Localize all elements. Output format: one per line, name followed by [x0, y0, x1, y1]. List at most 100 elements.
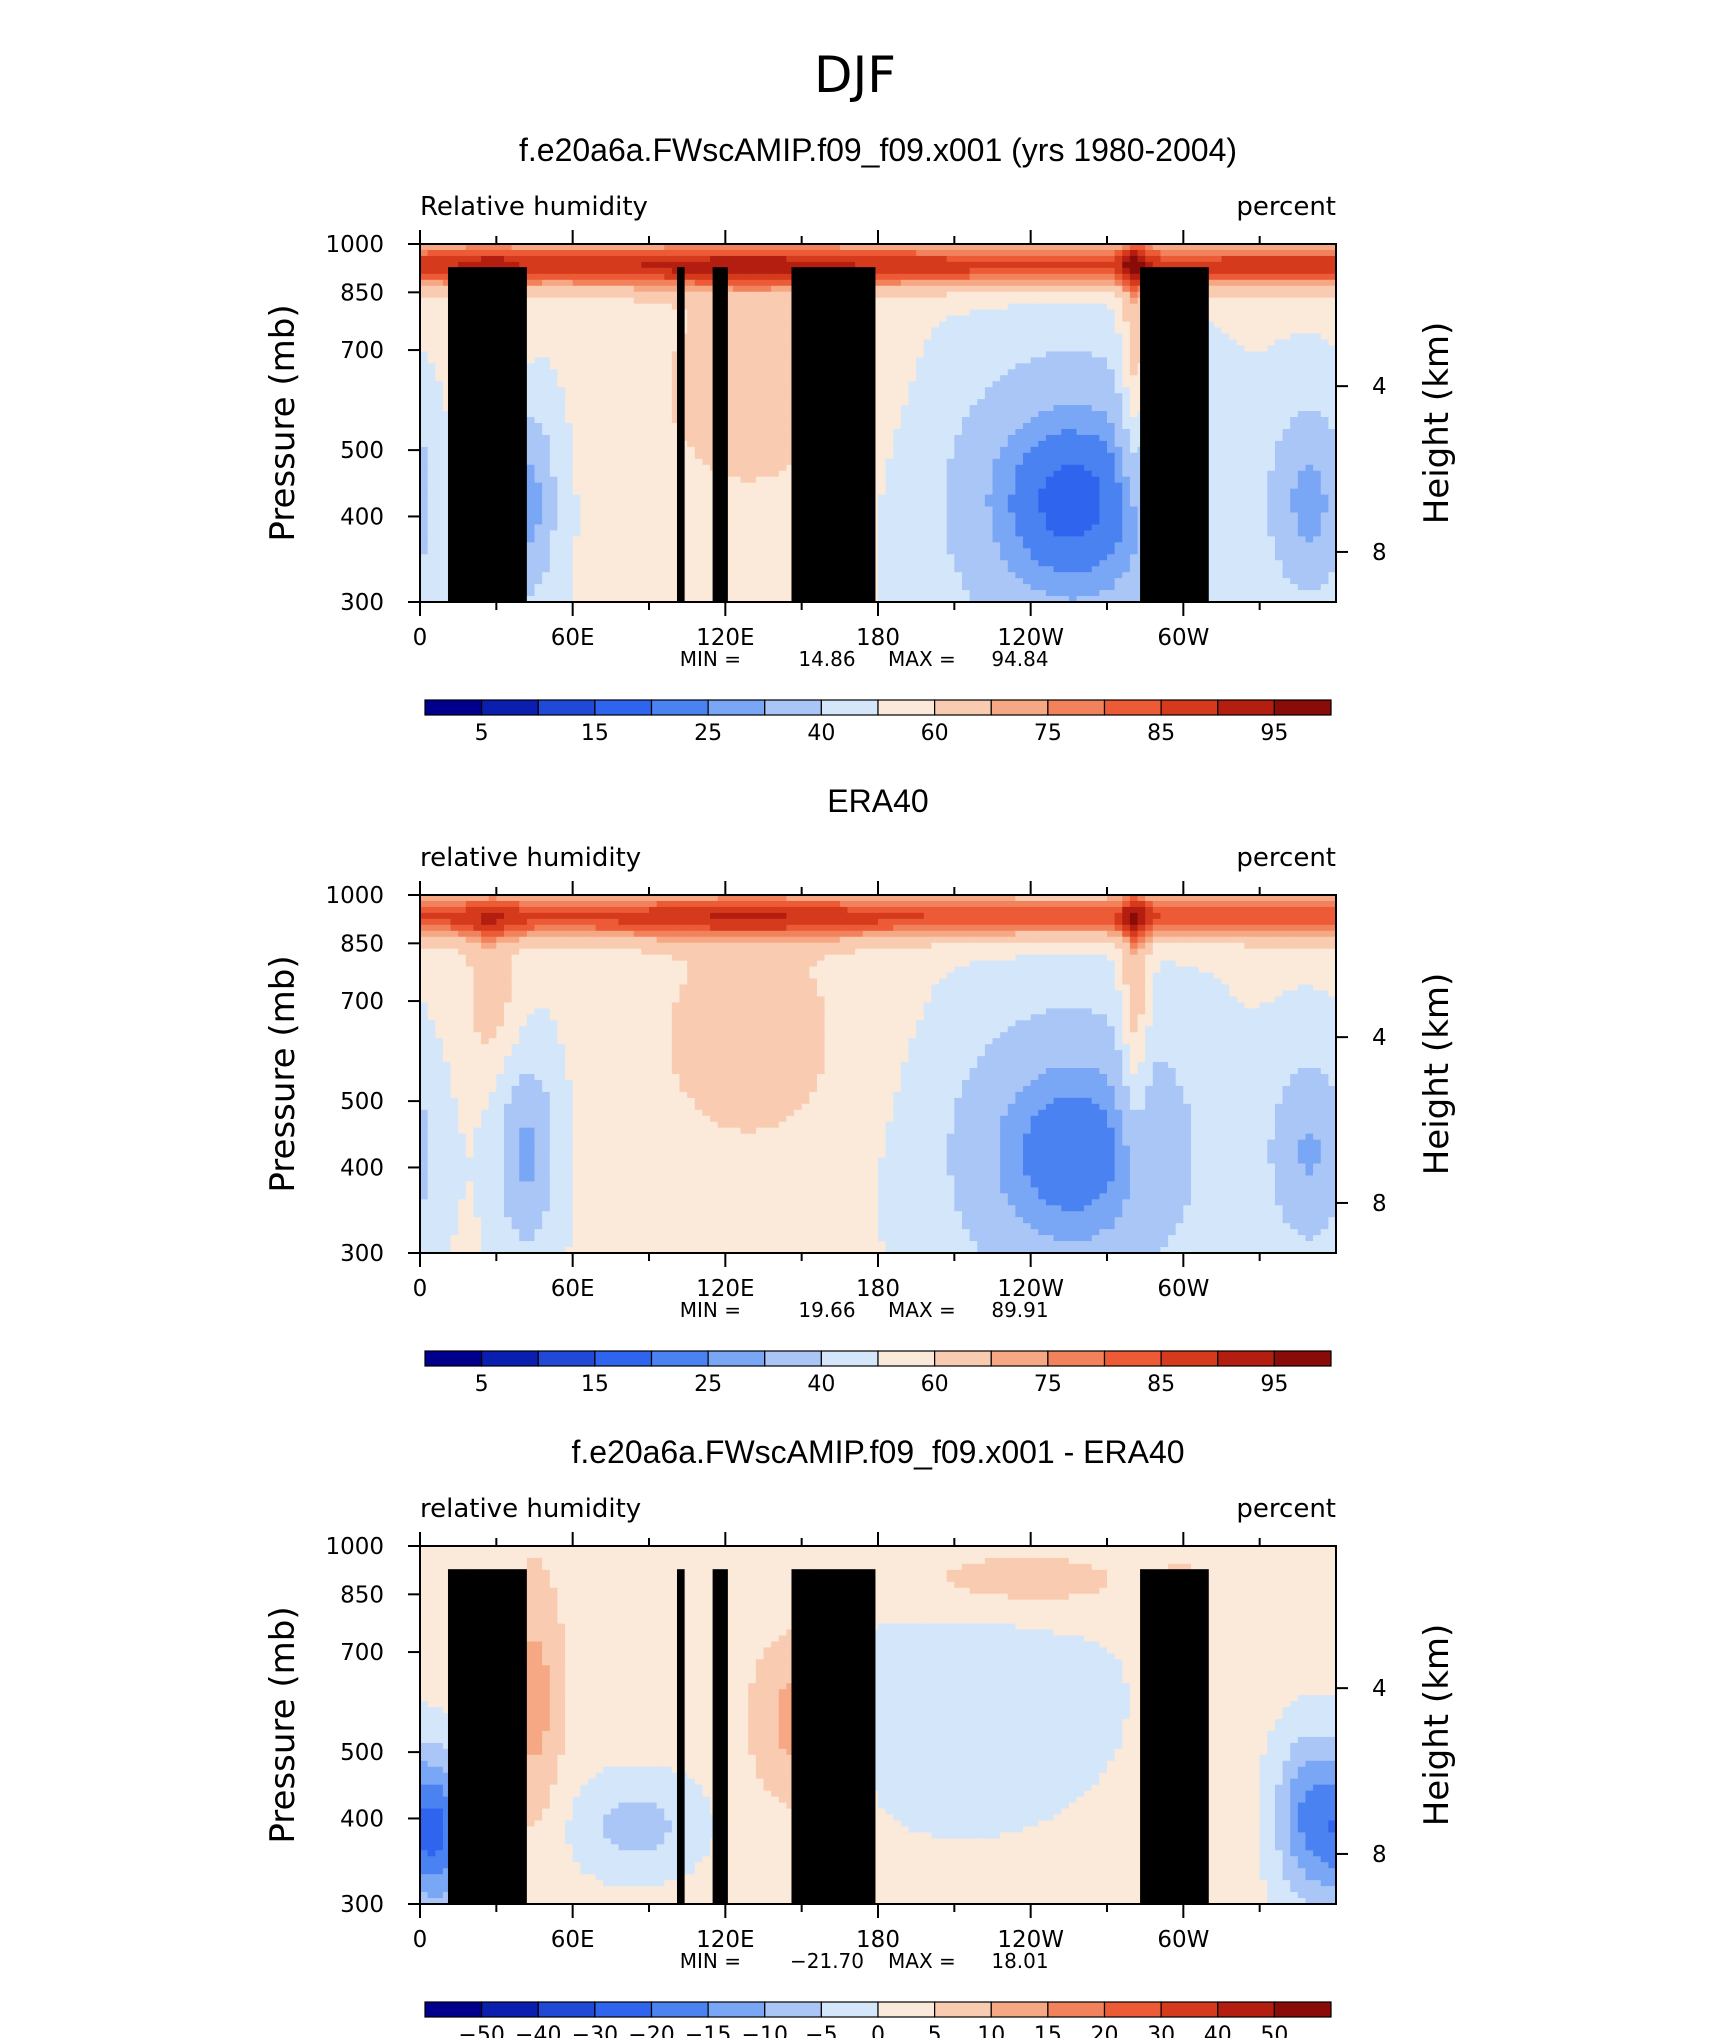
- contour-cell: [1023, 375, 1032, 382]
- contour-cell: [572, 345, 581, 352]
- contour-cell: [992, 440, 1001, 448]
- contour-cell: [893, 333, 902, 341]
- contour-cell: [1259, 369, 1268, 376]
- contour-cell: [1206, 291, 1215, 299]
- contour-cell: [1091, 267, 1100, 275]
- contour-cell: [534, 291, 543, 299]
- contour-cell: [1122, 279, 1131, 287]
- contour-cell: [618, 387, 627, 394]
- contour-cell: [977, 309, 986, 317]
- contour-cell: [1099, 321, 1108, 329]
- contour-cell: [931, 470, 940, 478]
- contour-cell: [939, 381, 948, 388]
- contour-cell: [878, 363, 887, 370]
- contour-cell: [969, 303, 978, 311]
- contour-cell: [923, 434, 933, 442]
- contour-cell: [633, 351, 642, 358]
- contour-cell: [1045, 464, 1055, 472]
- contour-cell: [916, 428, 925, 436]
- contour-cell: [702, 279, 711, 287]
- contour-cell: [1129, 244, 1139, 251]
- contour-cell: [984, 375, 994, 382]
- contour-cell: [1297, 393, 1307, 400]
- contour-cell: [1007, 279, 1016, 287]
- contour-cell: [1030, 321, 1039, 329]
- contour-cell: [885, 244, 894, 251]
- contour-cell: [435, 297, 444, 305]
- contour-cell: [977, 399, 986, 406]
- contour-cell: [587, 291, 597, 299]
- contour-cell: [1114, 405, 1123, 412]
- contour-cell: [1023, 470, 1032, 478]
- contour-cell: [1244, 291, 1253, 299]
- contour-cell: [1328, 405, 1336, 412]
- contour-cell: [1305, 351, 1314, 358]
- contour-cell: [1290, 339, 1299, 347]
- contour-cell: [1267, 297, 1276, 305]
- contour-cell: [1061, 255, 1070, 263]
- contour-cell: [1305, 458, 1314, 466]
- contour-cell: [946, 393, 955, 400]
- contour-cell: [1045, 309, 1055, 317]
- contour-cell: [939, 249, 948, 257]
- contour-cell: [542, 411, 551, 418]
- contour-cell: [1099, 482, 1108, 490]
- contour-cell: [961, 297, 971, 305]
- contour-cell: [923, 249, 933, 257]
- contour-cell: [633, 470, 642, 478]
- contour-cell: [1305, 423, 1314, 430]
- contour-cell: [1107, 285, 1116, 293]
- contour-cell: [1099, 285, 1108, 293]
- contour-cell: [641, 464, 650, 472]
- contour-cell: [832, 249, 841, 257]
- contour-cell: [565, 345, 574, 352]
- contour-cell: [1107, 327, 1116, 335]
- contour-cell: [1267, 321, 1276, 329]
- contour-cell: [1038, 345, 1047, 352]
- contour-cell: [427, 387, 436, 394]
- contour-cell: [1259, 405, 1268, 412]
- contour-cell: [572, 417, 581, 424]
- contour-cell: [900, 333, 910, 341]
- contour-cell: [939, 434, 948, 442]
- contour-cell: [1068, 482, 1078, 490]
- contour-cell: [832, 261, 841, 269]
- contour-cell: [885, 488, 894, 496]
- contour-cell: [565, 303, 574, 311]
- contour-cell: [1129, 387, 1139, 394]
- contour-cell: [649, 345, 658, 352]
- contour-cell: [542, 369, 551, 376]
- contour-cell: [1091, 387, 1100, 394]
- contour-cell: [649, 279, 658, 287]
- contour-cell: [526, 333, 536, 341]
- contour-cell: [1328, 452, 1336, 460]
- contour-cell: [1236, 387, 1245, 394]
- contour-cell: [1045, 417, 1055, 424]
- contour-cell: [900, 249, 910, 257]
- contour-cell: [1175, 261, 1184, 269]
- contour-cell: [1053, 339, 1062, 347]
- contour-cell: [687, 488, 696, 496]
- contour-cell: [1274, 321, 1284, 329]
- contour-cell: [534, 411, 543, 418]
- contour-cell: [748, 482, 757, 490]
- contour-cell: [442, 315, 452, 323]
- contour-cell: [1313, 428, 1322, 436]
- contour-cell: [1259, 261, 1268, 269]
- contour-cell: [1091, 452, 1100, 460]
- contour-cell: [1099, 339, 1108, 347]
- contour-cell: [923, 309, 933, 317]
- contour-cell: [694, 488, 704, 496]
- contour-cell: [740, 255, 749, 263]
- contour-cell: [595, 273, 604, 281]
- contour-cell: [916, 411, 925, 418]
- contour-cell: [740, 357, 749, 364]
- contour-cell: [664, 273, 673, 281]
- contour-cell: [603, 291, 612, 299]
- contour-cell: [427, 464, 436, 472]
- contour-cell: [725, 339, 734, 347]
- contour-cell: [557, 375, 566, 382]
- contour-cell: [923, 428, 933, 436]
- contour-cell: [542, 470, 551, 478]
- contour-cell: [526, 357, 536, 364]
